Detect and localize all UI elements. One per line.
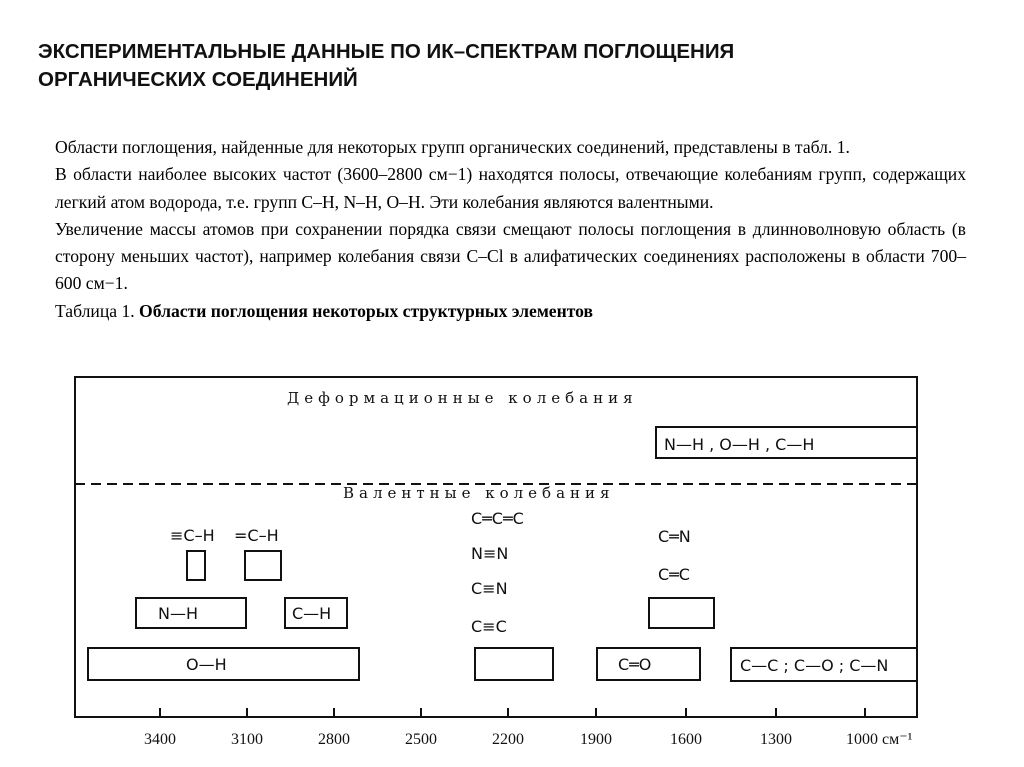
caption-title: Области поглощения некоторых структурных… <box>139 300 594 321</box>
label-nn: N≡N <box>471 544 508 563</box>
title-line-1: ЭКСПЕРИМЕНТАЛЬНЫЕ ДАННЫЕ ПО ИК–СПЕКТРАМ … <box>38 40 735 63</box>
diagram-frame <box>74 376 918 718</box>
label-single-bonds: C—C ; C—O ; C—N <box>740 656 888 675</box>
tick-label: 1000 <box>846 731 878 748</box>
paragraph: Увеличение массы атомов при сохранении п… <box>55 218 966 294</box>
band-nh <box>135 597 247 629</box>
label-cn-triple: C≡N <box>471 579 508 598</box>
table-caption: Таблица 1. Области поглощения некоторых … <box>55 298 966 325</box>
axis-unit: см⁻¹ <box>882 731 913 748</box>
label-triple-ch: ≡C–H <box>170 526 215 545</box>
band-double-ch <box>244 550 282 581</box>
band-ch <box>284 597 348 629</box>
label-cc-triple: C≡C <box>471 617 507 636</box>
band-oh <box>87 647 360 681</box>
title-line-2: ОРГАНИЧЕСКИХ СОЕДИНЕНИЙ <box>38 68 358 91</box>
label-ccc: C═C═C <box>471 509 524 528</box>
band-double-bonds <box>648 597 715 629</box>
label-cc-double: C═C <box>658 565 690 584</box>
tick-label: 3100 <box>231 731 263 748</box>
tick-label: 1300 <box>760 731 792 748</box>
body-text: Области поглощения, найденные для некото… <box>55 134 966 325</box>
band-nh-oh-ch-deformation <box>655 426 918 459</box>
label-oh: O—H <box>186 655 227 674</box>
label-co: C═O <box>618 655 651 674</box>
label-ch: C—H <box>292 604 331 623</box>
tick-label: 2500 <box>405 731 437 748</box>
label-nh-oh-ch: N—H , O—H , C—H <box>664 435 814 454</box>
tick-label: 3400 <box>144 731 176 748</box>
caption-prefix: Таблица 1. <box>55 300 140 321</box>
slide-title: ЭКСПЕРИМЕНТАЛЬНЫЕ ДАННЫЕ ПО ИК–СПЕКТРАМ … <box>38 38 998 94</box>
tick-label: 1900 <box>580 731 612 748</box>
paragraph: В области наиболее высоких частот (3600–… <box>55 164 966 212</box>
label-nh: N—H <box>158 604 198 623</box>
label-cn-double: C═N <box>658 527 691 546</box>
band-triple-ch <box>186 550 206 581</box>
tick-label: 1600 <box>670 731 702 748</box>
section-deformation-label: Деформационные колебания <box>287 389 638 407</box>
band-triple-bonds <box>474 647 554 681</box>
tick-label: 2800 <box>318 731 350 748</box>
tick-label: 2200 <box>492 731 524 748</box>
band-co <box>596 647 701 681</box>
paragraph: Области поглощения, найденные для некото… <box>55 137 850 157</box>
label-double-ch: =C–H <box>234 526 279 545</box>
section-valence-label: Валентные колебания <box>343 484 615 502</box>
band-single-bonds <box>730 647 918 682</box>
axis-ticks <box>159 708 866 717</box>
